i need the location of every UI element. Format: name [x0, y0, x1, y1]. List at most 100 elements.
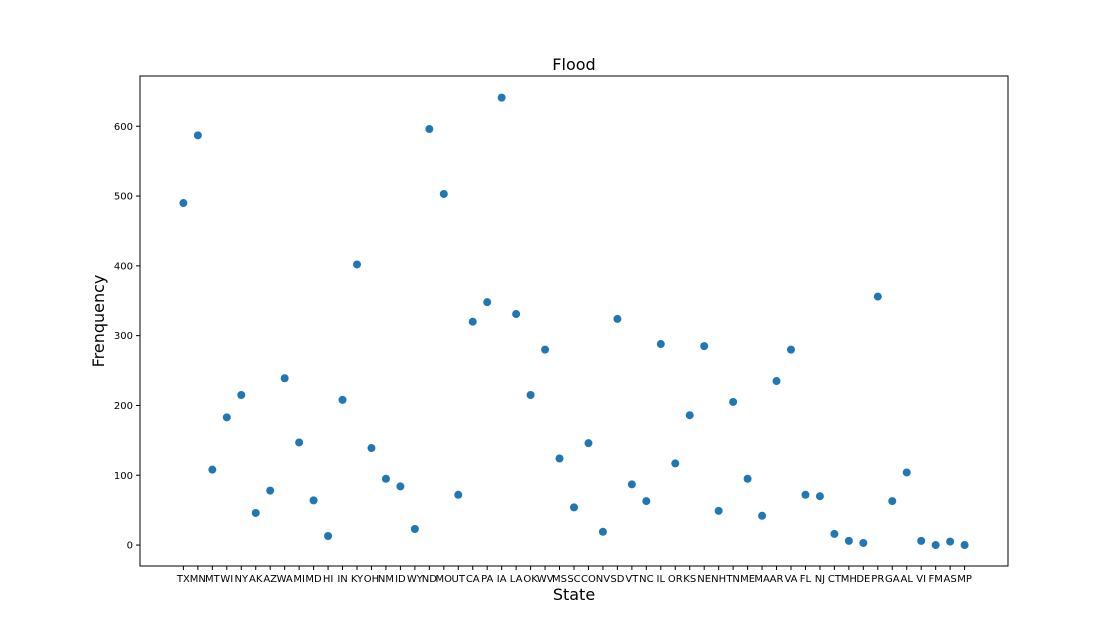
x-tick-label-sc: SC — [567, 574, 580, 585]
y-tick-label: 100 — [114, 471, 133, 482]
data-point-az — [266, 486, 275, 495]
data-point-nd — [425, 125, 434, 134]
data-point-ky — [353, 260, 361, 269]
x-tick-label-wv: WV — [537, 574, 554, 585]
y-tick-label: 200 — [114, 401, 133, 412]
data-point-id — [396, 482, 405, 491]
data-point-vi — [917, 536, 926, 545]
x-tick-label-as: AS — [944, 574, 957, 585]
x-tick-label-ne: NE — [697, 574, 711, 585]
data-point-ok — [526, 390, 535, 399]
data-points — [179, 93, 969, 550]
x-tick-label-vt: VT — [625, 574, 639, 585]
data-point-mn — [193, 131, 202, 140]
chart-title: Flood — [552, 55, 595, 74]
x-tick-label-ma: MA — [754, 574, 770, 585]
data-point-pr — [873, 292, 882, 301]
data-point-ks — [685, 411, 694, 420]
data-point-ms — [555, 454, 564, 463]
x-tick-label-ia: IA — [497, 574, 507, 585]
data-point-or — [671, 459, 680, 468]
x-tick-label-ar: AR — [770, 574, 784, 585]
data-point-mt — [208, 465, 217, 474]
data-point-in — [338, 395, 347, 404]
data-point-nc — [642, 497, 651, 506]
x-tick-label-me: ME — [740, 574, 755, 585]
data-point-co — [584, 439, 593, 448]
x-axis-title: State — [553, 585, 595, 604]
data-point-nh — [714, 506, 723, 515]
data-point-wy — [410, 525, 419, 534]
x-tick-label-ks: KS — [683, 574, 696, 585]
data-point-nm — [381, 474, 390, 483]
data-point-ct — [830, 529, 839, 538]
data-point-va — [787, 345, 795, 354]
x-tick-label-az: AZ — [263, 574, 277, 585]
x-tick-label-mt: MT — [205, 574, 221, 585]
data-point-nj — [815, 492, 824, 501]
data-point-ma — [758, 511, 767, 520]
y-tick-label: 300 — [114, 331, 133, 342]
x-tick-label-mn: MN — [190, 574, 206, 585]
data-point-me — [743, 474, 752, 483]
x-tick-label-in: IN — [337, 574, 347, 585]
y-tick-label: 400 — [114, 261, 133, 272]
data-point-tn — [729, 397, 738, 406]
data-point-pa — [483, 298, 492, 307]
x-tick-label-ca: CA — [466, 574, 480, 585]
x-tick-label-id: ID — [395, 574, 406, 585]
data-point-md — [309, 496, 318, 505]
data-point-wi — [222, 413, 231, 422]
x-tick-label-vi: VI — [916, 574, 926, 585]
data-point-as — [946, 537, 955, 546]
y-axis-title: Frenquency — [89, 275, 108, 368]
x-tick-label-ga: GA — [885, 574, 900, 585]
y-tick-label: 500 — [114, 192, 133, 203]
x-tick-label-oh: OH — [364, 574, 379, 585]
x-tick-label-md: MD — [305, 574, 322, 585]
x-tick-label-or: OR — [668, 574, 683, 585]
x-tick-label-va: VA — [784, 574, 797, 585]
data-point-mo — [439, 189, 448, 198]
x-tick-label-ut: UT — [452, 574, 466, 585]
x-tick-label-pa: PA — [481, 574, 493, 585]
x-tick-label-mo: MO — [436, 574, 453, 585]
data-point-il — [656, 340, 665, 349]
data-point-wv — [541, 345, 550, 354]
x-tick-label-de: DE — [856, 574, 870, 585]
y-tick-label: 0 — [127, 541, 133, 552]
x-tick-label-tn: TN — [725, 574, 740, 585]
data-point-nv — [598, 527, 607, 536]
data-point-sc — [570, 503, 578, 512]
x-tick-label-wa: WA — [277, 574, 293, 585]
data-point-ga — [888, 497, 897, 506]
x-tick-label-ok: OK — [523, 574, 538, 585]
x-tick-label-ny: NY — [234, 574, 248, 585]
x-tick-label-sd: SD — [610, 574, 624, 585]
x-tick-label-hi: HI — [323, 574, 333, 585]
data-point-ut — [454, 490, 463, 499]
x-tick-label-nj: NJ — [815, 574, 825, 585]
x-tick-label-co: CO — [581, 574, 596, 585]
data-point-tx — [179, 199, 188, 208]
data-point-oh — [367, 444, 376, 453]
x-tick-label-nm: NM — [378, 574, 394, 585]
data-point-ak — [251, 508, 260, 517]
data-point-ia — [497, 93, 506, 102]
data-point-fl — [801, 490, 810, 499]
x-tick-label-ct: CT — [828, 574, 842, 585]
y-tick-label: 600 — [114, 122, 133, 133]
data-point-hi — [324, 531, 333, 540]
data-point-ny — [237, 390, 246, 399]
x-tick-label-la: LA — [510, 574, 523, 585]
x-tick-label-nc: NC — [639, 574, 653, 585]
x-tick-label-nv: NV — [596, 574, 610, 585]
data-point-al — [902, 468, 911, 477]
x-tick-label-tx: TX — [176, 574, 190, 585]
data-point-ne — [700, 342, 709, 351]
data-point-vt — [627, 480, 636, 489]
data-point-mp — [960, 541, 969, 550]
data-point-mh — [844, 536, 853, 545]
data-point-fm — [931, 541, 940, 550]
